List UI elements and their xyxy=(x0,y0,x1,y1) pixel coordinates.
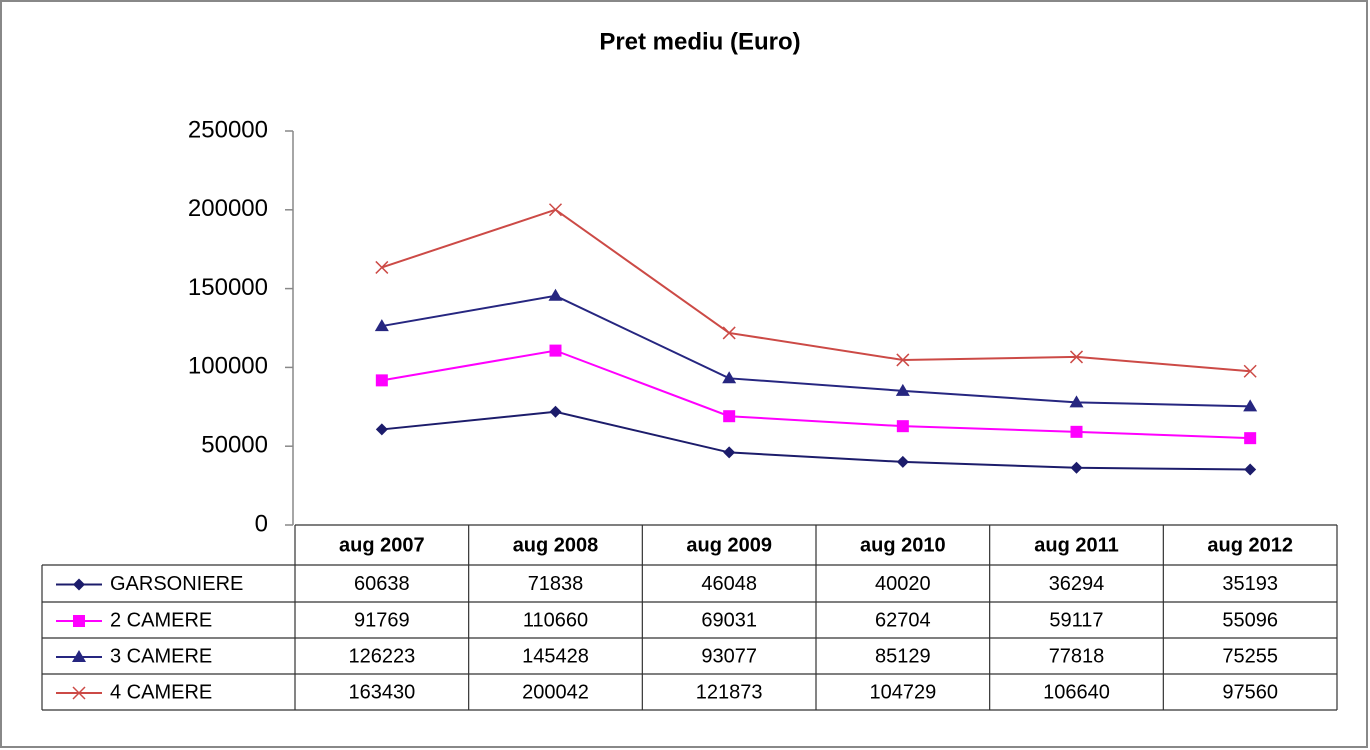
marker xyxy=(896,455,909,468)
marker xyxy=(1070,425,1083,438)
y-tick-label: 100000 xyxy=(188,353,268,380)
marker xyxy=(375,260,389,274)
table-value: 59117 xyxy=(1049,609,1103,631)
legend-marker xyxy=(73,578,85,591)
table-value: 104729 xyxy=(869,681,936,703)
marker xyxy=(1244,432,1257,445)
x-tick-label: aug 2011 xyxy=(1034,534,1119,556)
legend-marker xyxy=(72,686,86,700)
x-tick-label: aug 2012 xyxy=(1207,534,1293,556)
table-value: 62704 xyxy=(875,609,931,631)
marker xyxy=(1069,395,1084,408)
marker xyxy=(722,371,737,384)
table-value: 75255 xyxy=(1222,645,1278,667)
legend-marker xyxy=(73,615,85,627)
table-value: 46048 xyxy=(701,573,757,595)
x-tick-label: aug 2009 xyxy=(686,534,772,556)
marker xyxy=(1244,463,1257,476)
y-tick-label: 0 xyxy=(255,510,268,537)
table-value: 97560 xyxy=(1222,681,1278,703)
marker xyxy=(548,288,563,301)
marker xyxy=(1243,399,1258,412)
marker xyxy=(375,423,388,436)
legend-label: 2 CAMERE xyxy=(110,609,212,631)
table-value: 91769 xyxy=(354,609,410,631)
marker xyxy=(549,405,562,418)
marker xyxy=(723,446,736,459)
table-value: 40020 xyxy=(875,573,931,595)
y-tick-label: 150000 xyxy=(188,274,268,301)
marker xyxy=(1069,350,1084,364)
x-tick-label: aug 2007 xyxy=(339,534,425,556)
marker xyxy=(1243,364,1257,378)
legend-label: GARSONIERE xyxy=(110,573,243,595)
chart-title: Pret mediu (Euro) xyxy=(599,28,800,55)
marker xyxy=(896,353,910,367)
marker xyxy=(896,420,909,433)
table-value: 77818 xyxy=(1049,645,1105,667)
table-value: 126223 xyxy=(348,645,415,667)
y-tick-label: 250000 xyxy=(188,116,268,143)
table-value: 200042 xyxy=(522,681,589,703)
marker xyxy=(895,383,910,396)
marker xyxy=(723,410,736,423)
table-value: 36294 xyxy=(1049,573,1105,595)
legend-label: 4 CAMERE xyxy=(110,681,212,703)
x-tick-label: aug 2010 xyxy=(860,534,946,556)
table-value: 60638 xyxy=(354,573,410,595)
series-line xyxy=(381,349,1251,440)
marker xyxy=(549,344,562,357)
legend-label: 3 CAMERE xyxy=(110,645,212,667)
table-value: 163430 xyxy=(348,681,415,703)
table-value: 69031 xyxy=(701,609,757,631)
table-value: 71838 xyxy=(528,573,584,595)
series-line xyxy=(381,410,1251,471)
x-tick-label: aug 2008 xyxy=(513,534,599,556)
marker xyxy=(374,319,389,332)
table-value: 145428 xyxy=(522,645,589,667)
marker xyxy=(722,326,736,340)
table-value: 106640 xyxy=(1043,681,1110,703)
legend-marker xyxy=(72,650,86,662)
y-tick-label: 200000 xyxy=(188,195,268,222)
marker xyxy=(1070,461,1083,474)
table-value: 93077 xyxy=(701,645,757,667)
series-line xyxy=(381,208,1251,373)
y-tick-label: 50000 xyxy=(201,432,268,459)
table-value: 121873 xyxy=(696,681,763,703)
marker xyxy=(375,374,388,387)
table-value: 110660 xyxy=(523,609,588,631)
table-value: 55096 xyxy=(1222,609,1278,631)
table-value: 85129 xyxy=(875,645,931,667)
marker xyxy=(548,203,563,217)
series-line xyxy=(381,294,1251,408)
table-value: 35193 xyxy=(1222,573,1278,595)
